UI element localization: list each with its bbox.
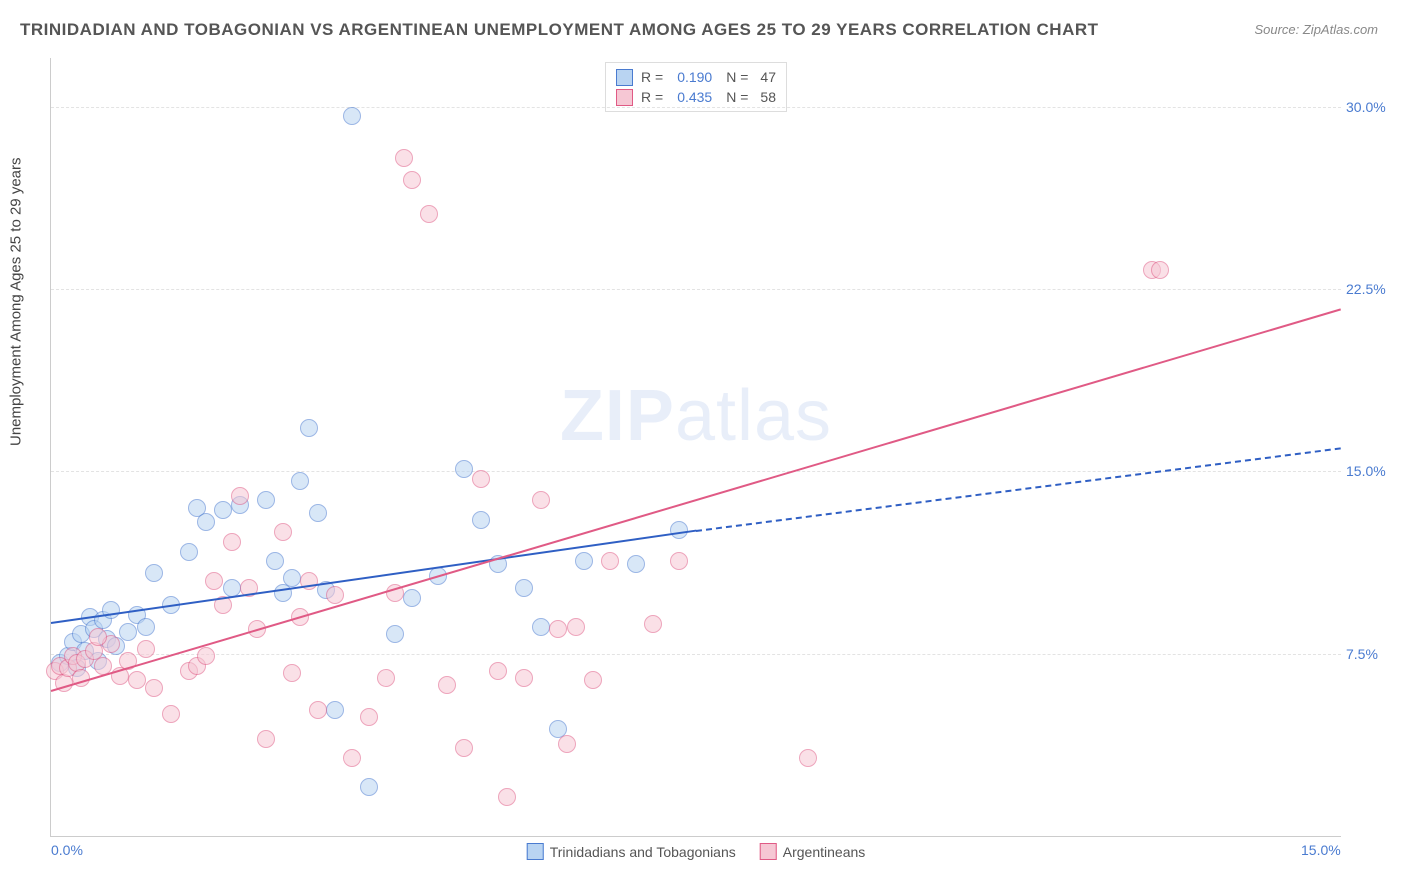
data-point xyxy=(300,419,318,437)
data-point xyxy=(309,701,327,719)
y-tick-label: 30.0% xyxy=(1346,99,1401,115)
data-point xyxy=(1151,261,1169,279)
legend-series-label: Trinidadians and Tobagonians xyxy=(550,844,736,860)
legend-swatch xyxy=(527,843,544,860)
data-point xyxy=(644,615,662,633)
data-point xyxy=(145,564,163,582)
data-point xyxy=(214,501,232,519)
data-point xyxy=(438,676,456,694)
n-label: N = xyxy=(726,67,748,87)
data-point xyxy=(223,533,241,551)
data-point xyxy=(283,664,301,682)
y-tick-label: 15.0% xyxy=(1346,463,1401,479)
trend-line-extrapolated xyxy=(696,447,1341,532)
data-point xyxy=(455,739,473,757)
data-point xyxy=(601,552,619,570)
legend-series-label: Argentineans xyxy=(783,844,866,860)
data-point xyxy=(205,572,223,590)
r-value: 0.190 xyxy=(677,67,712,87)
legend-series: Trinidadians and Tobagonians Argentineans xyxy=(527,843,866,860)
data-point xyxy=(403,589,421,607)
gridline xyxy=(51,107,1341,108)
data-point xyxy=(515,579,533,597)
watermark: ZIPatlas xyxy=(560,375,832,457)
data-point xyxy=(257,730,275,748)
data-point xyxy=(515,669,533,687)
data-point xyxy=(137,640,155,658)
data-point xyxy=(180,543,198,561)
r-label: R = xyxy=(641,67,663,87)
data-point xyxy=(799,749,817,767)
y-tick-label: 7.5% xyxy=(1346,646,1401,662)
legend-stats-row: R = 0.190 N = 47 xyxy=(616,67,776,87)
data-point xyxy=(395,149,413,167)
data-point xyxy=(584,671,602,689)
legend-stats: R = 0.190 N = 47 R = 0.435 N = 58 xyxy=(605,62,787,112)
data-point xyxy=(257,491,275,509)
data-point xyxy=(549,620,567,638)
data-point xyxy=(670,521,688,539)
data-point xyxy=(489,662,507,680)
x-tick-label: 15.0% xyxy=(1301,842,1341,858)
gridline xyxy=(51,289,1341,290)
n-value: 58 xyxy=(760,87,776,107)
data-point xyxy=(326,701,344,719)
legend-swatch xyxy=(760,843,777,860)
data-point xyxy=(386,625,404,643)
data-point xyxy=(89,628,107,646)
data-point xyxy=(343,749,361,767)
x-tick-label: 0.0% xyxy=(51,842,83,858)
data-point xyxy=(377,669,395,687)
data-point xyxy=(274,523,292,541)
data-point xyxy=(119,623,137,641)
data-point xyxy=(532,491,550,509)
data-point xyxy=(231,487,249,505)
watermark-bold: ZIP xyxy=(560,376,675,456)
data-point xyxy=(420,205,438,223)
data-point xyxy=(145,679,163,697)
data-point xyxy=(532,618,550,636)
data-point xyxy=(360,778,378,796)
data-point xyxy=(567,618,585,636)
plot-area: ZIPatlas R =0.190N =47R =0.435N =58 Trin… xyxy=(50,58,1341,837)
y-axis-label: Unemployment Among Ages 25 to 29 years xyxy=(8,157,25,446)
data-point xyxy=(472,511,490,529)
data-point xyxy=(197,647,215,665)
data-point xyxy=(162,705,180,723)
data-point xyxy=(403,171,421,189)
data-point xyxy=(558,735,576,753)
data-point xyxy=(343,107,361,125)
r-label: R = xyxy=(641,87,663,107)
r-value: 0.435 xyxy=(677,87,712,107)
data-point xyxy=(498,788,516,806)
legend-series-item: Argentineans xyxy=(760,843,866,860)
chart-title: TRINIDADIAN AND TOBAGONIAN VS ARGENTINEA… xyxy=(20,20,1099,40)
data-point xyxy=(283,569,301,587)
chart-container: TRINIDADIAN AND TOBAGONIAN VS ARGENTINEA… xyxy=(0,0,1406,892)
data-point xyxy=(455,460,473,478)
source-label: Source: ZipAtlas.com xyxy=(1254,22,1378,37)
data-point xyxy=(309,504,327,522)
y-tick-label: 22.5% xyxy=(1346,281,1401,297)
data-point xyxy=(291,472,309,490)
n-value: 47 xyxy=(760,67,776,87)
data-point xyxy=(627,555,645,573)
gridline xyxy=(51,654,1341,655)
data-point xyxy=(128,671,146,689)
legend-stats-row: R = 0.435 N = 58 xyxy=(616,87,776,107)
legend-swatch xyxy=(616,89,633,106)
data-point xyxy=(360,708,378,726)
data-point xyxy=(326,586,344,604)
data-point xyxy=(137,618,155,636)
data-point xyxy=(670,552,688,570)
n-label: N = xyxy=(726,87,748,107)
data-point xyxy=(266,552,284,570)
watermark-thin: atlas xyxy=(675,376,832,456)
data-point xyxy=(472,470,490,488)
legend-swatch xyxy=(616,69,633,86)
legend-series-item: Trinidadians and Tobagonians xyxy=(527,843,736,860)
data-point xyxy=(197,513,215,531)
data-point xyxy=(575,552,593,570)
